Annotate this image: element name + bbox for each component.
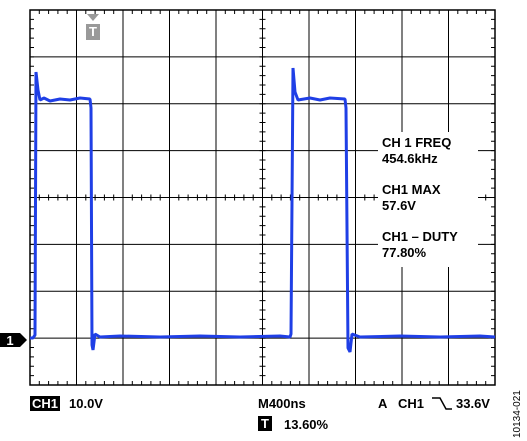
channel-box	[30, 396, 60, 411]
trigger-arrow	[87, 14, 99, 21]
status-trigger-mode: A	[378, 396, 388, 411]
channel-marker: 1	[6, 333, 13, 348]
status-timebase: M400ns	[258, 396, 306, 411]
measure-label: CH1 – DUTY	[382, 229, 458, 244]
status-trigger-position: 13.60%	[284, 417, 329, 432]
measure-label: CH 1 FREQ	[382, 135, 451, 150]
status-trigger-box: T	[261, 416, 269, 431]
status-channel: CH1	[32, 396, 58, 411]
screen-border	[29, 9, 496, 386]
measure-value: 77.80%	[382, 245, 427, 260]
status-trigger-level: 33.6V	[456, 396, 490, 411]
measure-value: 454.6kHz	[382, 151, 438, 166]
figure-id: 10134-021	[512, 390, 523, 438]
waveform	[30, 67, 496, 353]
measure-label: CH1 MAX	[382, 182, 441, 197]
channel-marker-box	[0, 333, 27, 347]
trigger-box	[258, 416, 272, 431]
status-trigger-channel: CH1	[398, 396, 424, 411]
measurements: CH 1 FREQ 454.6kHz CH1 MAX 57.6V CH1 – D…	[378, 132, 478, 267]
measure-value: 57.6V	[382, 198, 416, 213]
falling-edge-icon	[432, 397, 452, 410]
status-scale: 10.0V	[69, 396, 103, 411]
trigger-marker-box	[86, 24, 100, 40]
measure-bg	[378, 132, 478, 267]
trigger-marker: T	[89, 24, 97, 39]
